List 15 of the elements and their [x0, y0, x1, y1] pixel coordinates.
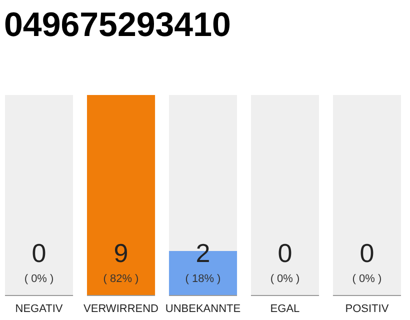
x-tick-label: UNBEKANNTE: [165, 303, 241, 315]
annotation: 0: [360, 238, 374, 268]
x-tick-label: VERWIRREND: [84, 303, 159, 315]
x-tick-label: POSITIV: [345, 303, 390, 315]
x-tick-label: NEGATIV: [15, 303, 64, 315]
annotation: ( 0% ): [352, 273, 382, 285]
annotation: ( 18% ): [185, 273, 221, 285]
chart-title: 049675293410: [4, 6, 231, 44]
annotation: 0: [278, 238, 292, 268]
x-tick-label: EGAL: [270, 303, 300, 315]
annotation: ( 82% ): [103, 273, 139, 285]
annotation: ( 0% ): [24, 273, 54, 285]
annotation: 9: [114, 238, 128, 268]
annotation: ( 0% ): [270, 273, 300, 285]
annotation: 0: [32, 238, 46, 268]
